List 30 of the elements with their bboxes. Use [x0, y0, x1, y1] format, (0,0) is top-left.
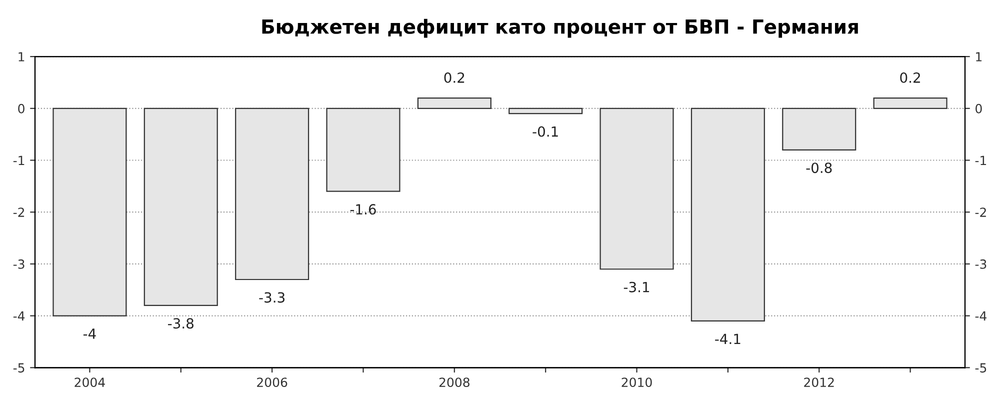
x-tick-label: 2006: [257, 378, 288, 388]
data-label: -3.3: [259, 292, 284, 303]
y2-tick-label: -3: [975, 259, 986, 269]
y-tick-label: 1: [18, 52, 24, 62]
x-tick-label: 2008: [439, 378, 470, 388]
y-tick-label: -3: [13, 259, 24, 269]
data-label: -0.8: [806, 162, 832, 174]
y-tick-label: -1: [13, 156, 24, 165]
data-label: -3.1: [624, 282, 650, 292]
y2-tick-label: -2: [975, 208, 986, 217]
y-tick-label: -2: [13, 208, 24, 217]
data-label: 0.2: [444, 72, 464, 83]
x-tick-label: 2010: [622, 378, 652, 388]
y-tick-label: 0: [18, 104, 24, 114]
x-tick-label: 2012: [804, 378, 834, 388]
chart-title: Бюджетен дефицит като процент от БВП - Германия: [262, 18, 858, 38]
data-label: -4.1: [715, 334, 740, 344]
x-tick-label: 2004: [74, 378, 105, 388]
y2-tick-label: -5: [975, 363, 986, 373]
y2-tick-label: -1: [975, 156, 986, 165]
y-tick-label: -5: [13, 363, 24, 373]
y-tick-label: -4: [13, 311, 25, 321]
data-label: -4: [83, 328, 96, 339]
data-label: -0.1: [532, 126, 558, 137]
y2-tick-label: -4: [975, 311, 986, 321]
y2-tick-label: 0: [976, 104, 982, 114]
data-label: -1.6: [350, 204, 376, 215]
y2-tick-label: 1: [976, 52, 982, 62]
data-label: 0.2: [900, 72, 920, 83]
data-label: -3.8: [168, 318, 194, 329]
